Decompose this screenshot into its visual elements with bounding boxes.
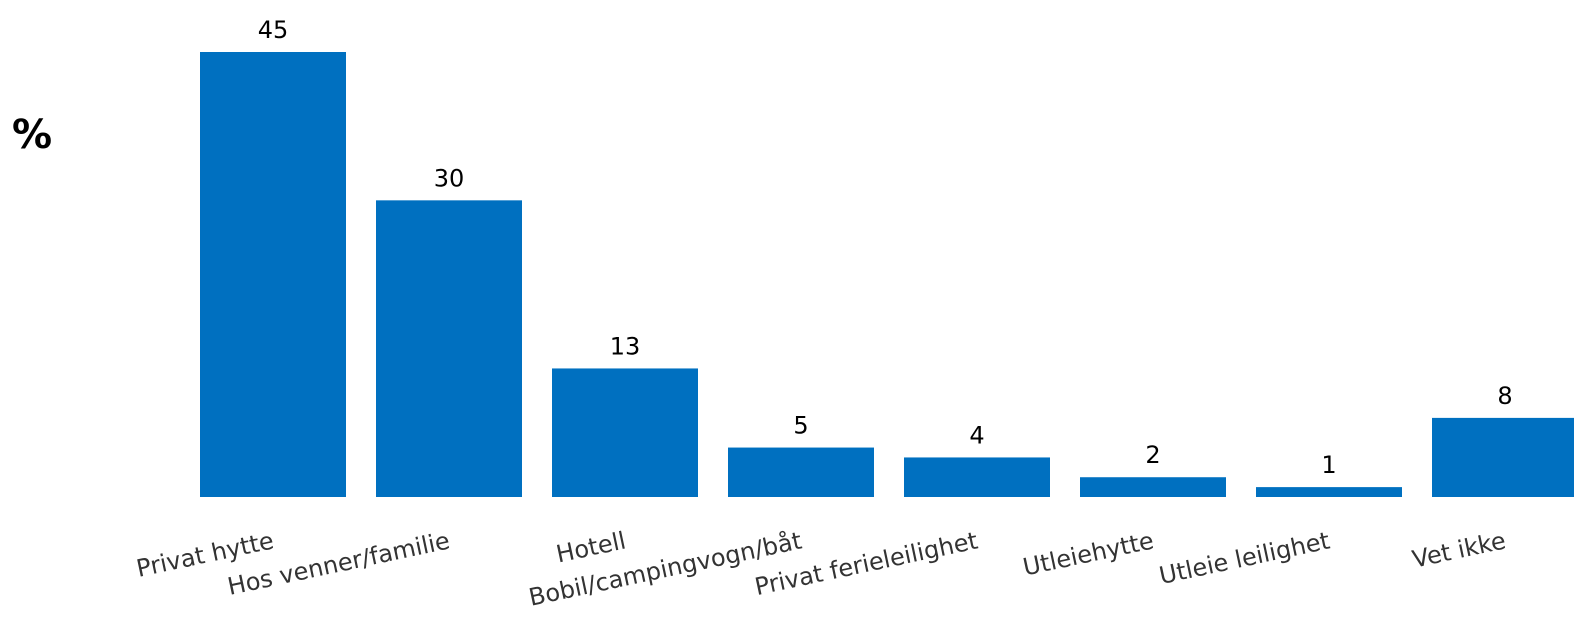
value-label: 1 (1321, 451, 1336, 479)
x-tick-label: Hotell (554, 526, 629, 568)
bar (1080, 477, 1226, 497)
x-tick-label: Utleie leilighet (1157, 526, 1333, 589)
bar (376, 200, 522, 498)
value-label: 5 (793, 412, 808, 440)
bar (1432, 417, 1574, 497)
value-label: 13 (610, 332, 641, 360)
value-label: 45 (258, 16, 289, 44)
value-label: 8 (1497, 382, 1512, 410)
y-axis-label: % (12, 112, 52, 158)
bar (552, 368, 698, 497)
value-label: 2 (1145, 441, 1160, 469)
bar (728, 447, 874, 497)
bar (200, 52, 346, 497)
x-tick-label: Vet ikke (1410, 526, 1508, 573)
value-label: 30 (434, 164, 465, 192)
x-tick-label: Utleiehytte (1020, 526, 1156, 581)
bar (1256, 487, 1402, 497)
bar (904, 457, 1050, 497)
value-label: 4 (969, 421, 984, 449)
